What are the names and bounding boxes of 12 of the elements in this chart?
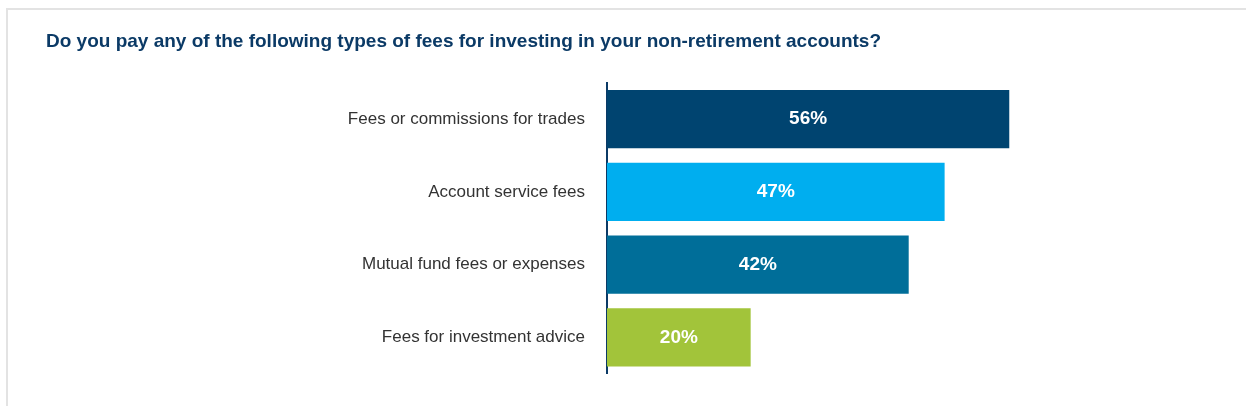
- y-tick-label: Fees for investment advice: [381, 327, 585, 347]
- bar: [607, 308, 751, 367]
- data-label: 47%: [756, 180, 795, 202]
- bar: [607, 162, 945, 222]
- bar: [607, 235, 909, 294]
- chart-title: Do you pay any of the following types of fees for investing in your non-retirement accounts?: [46, 29, 882, 51]
- y-tick-label: Fees or commissions for trades: [347, 108, 585, 128]
- data-label: 56%: [789, 107, 828, 129]
- y-tick-label: Mutual fund fees or expenses: [361, 254, 585, 274]
- data-label: 42%: [738, 252, 777, 274]
- y-tick-label: Account service fees: [428, 181, 585, 201]
- data-label: 20%: [659, 325, 698, 347]
